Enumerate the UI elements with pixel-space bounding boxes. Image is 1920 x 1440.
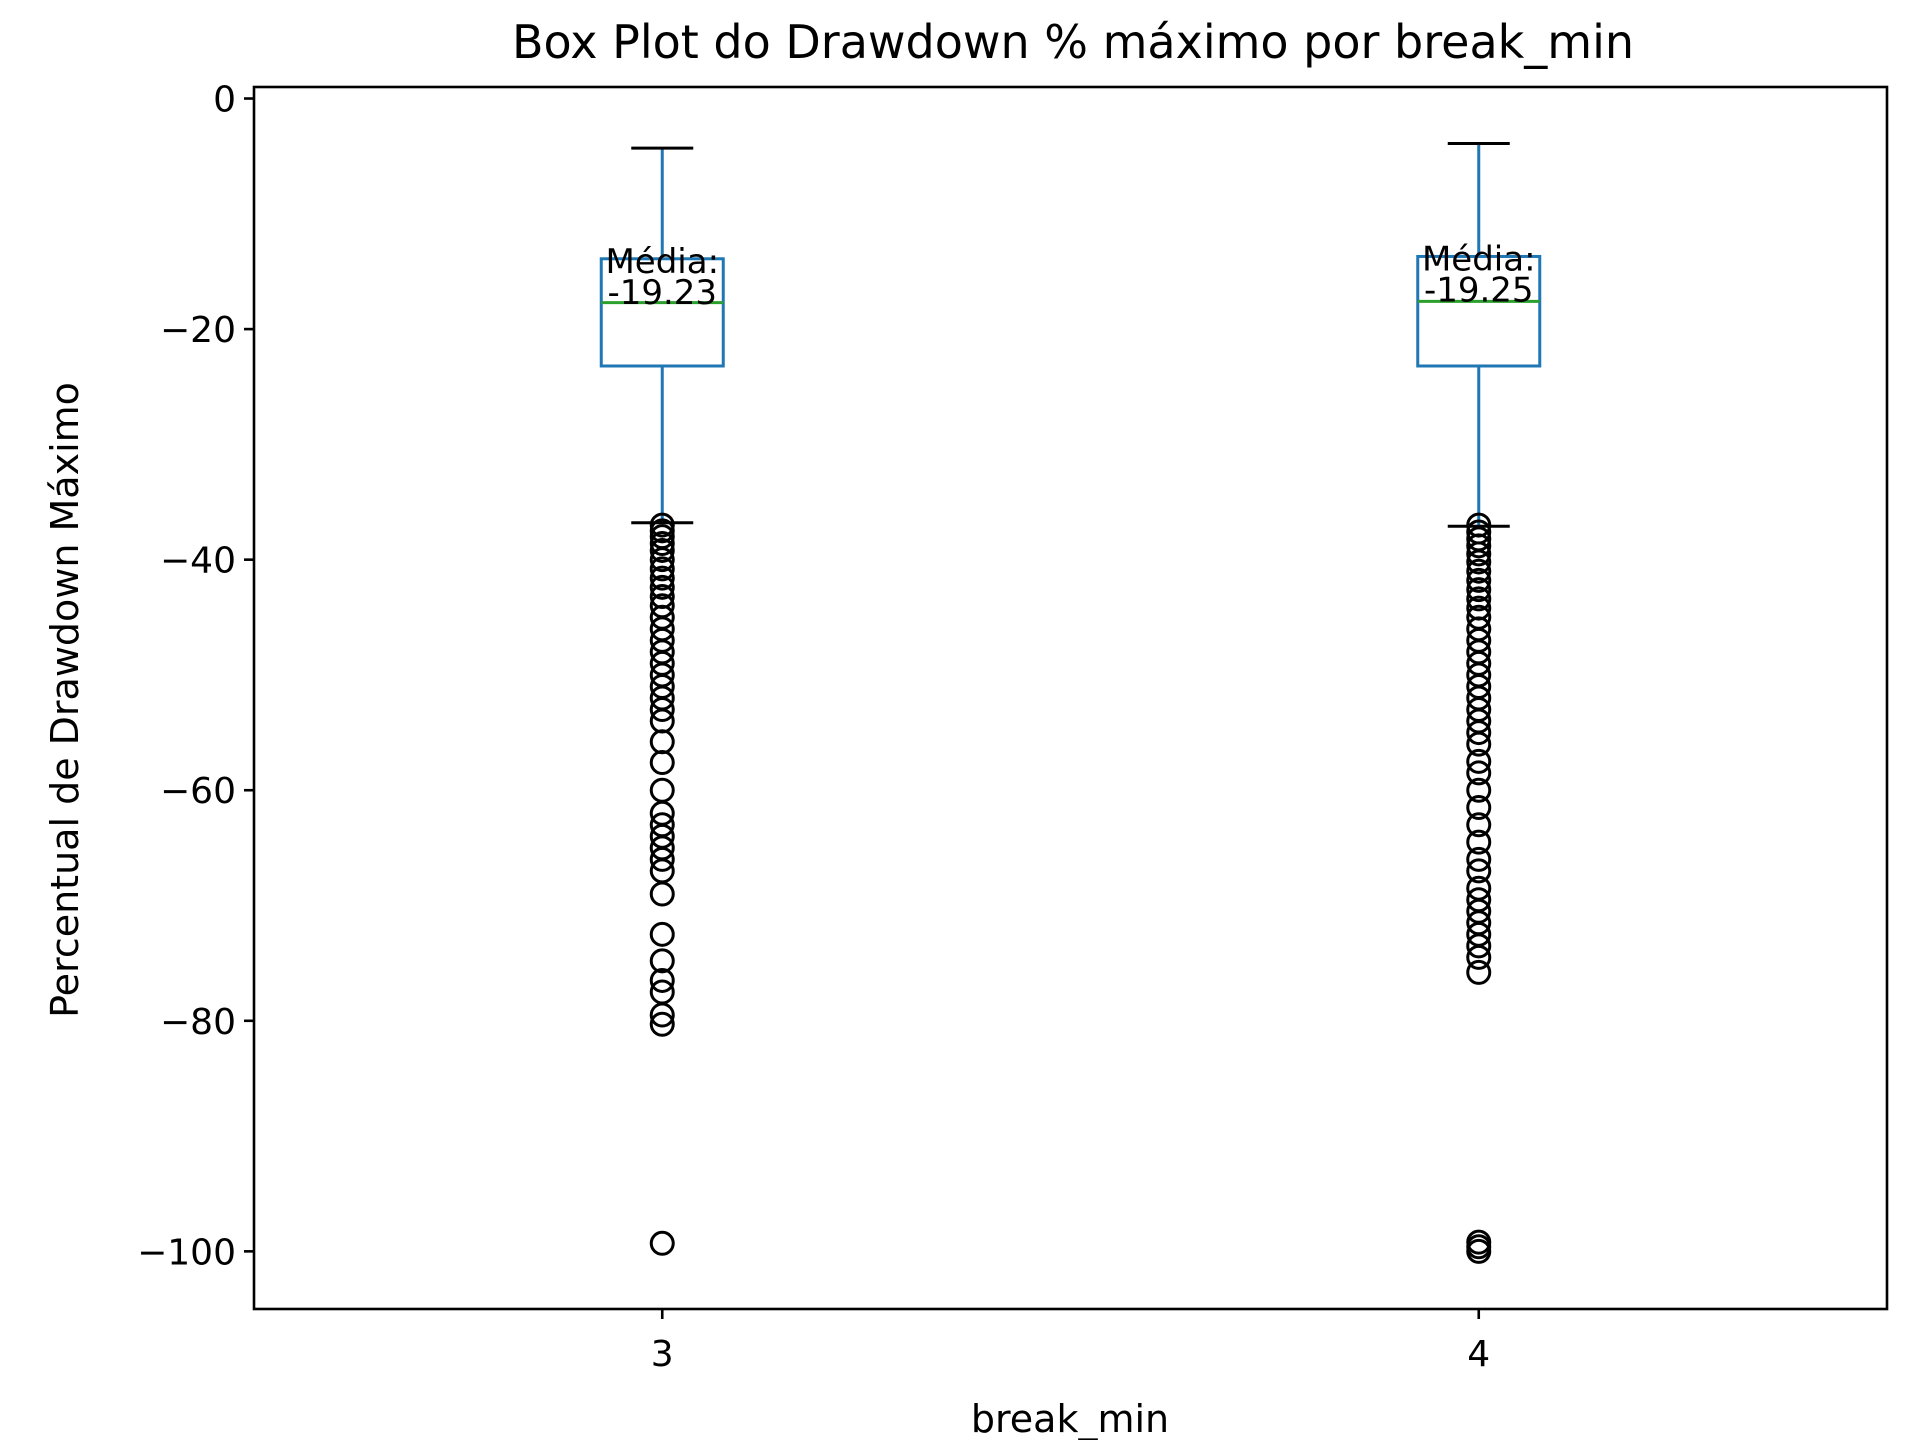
outlier-point bbox=[649, 750, 675, 776]
plot-frame bbox=[252, 85, 1889, 1311]
mean-label: Média: bbox=[605, 242, 719, 282]
outlier-point bbox=[649, 1230, 675, 1256]
outlier-point bbox=[649, 537, 675, 563]
outlier-point bbox=[1466, 549, 1492, 575]
outlier-point bbox=[1466, 777, 1492, 803]
outlier-point bbox=[649, 921, 675, 947]
mean-label: Média: bbox=[1422, 239, 1536, 279]
outlier-point bbox=[1466, 586, 1492, 612]
y-tick-label: −100 bbox=[137, 1232, 236, 1273]
x-tick-label: 3 bbox=[651, 1334, 674, 1375]
outlier-point bbox=[649, 846, 675, 872]
outlier-point bbox=[649, 948, 675, 974]
outlier-point bbox=[649, 777, 675, 803]
outlier-point bbox=[649, 547, 675, 573]
outlier-point bbox=[1466, 829, 1492, 855]
y-tick-label: −40 bbox=[160, 541, 236, 582]
mean-value: -19.25 bbox=[1424, 270, 1534, 310]
outlier-point bbox=[1466, 959, 1492, 985]
outlier-point bbox=[1466, 558, 1492, 584]
outlier-point bbox=[1466, 846, 1492, 872]
outlier-point bbox=[1466, 577, 1492, 603]
outlier-point bbox=[1466, 795, 1492, 821]
x-axis-label: break_min bbox=[971, 1397, 1169, 1440]
y-tick-label: 0 bbox=[213, 80, 236, 121]
outlier-point bbox=[649, 697, 675, 723]
outlier-point bbox=[1466, 858, 1492, 884]
outlier-point bbox=[1466, 541, 1492, 567]
outlier-point bbox=[1466, 720, 1492, 746]
outlier-point bbox=[1466, 933, 1492, 959]
outlier-point bbox=[1466, 760, 1492, 786]
outlier-point bbox=[649, 1002, 675, 1028]
outlier-point bbox=[649, 531, 675, 557]
outlier-point bbox=[1466, 731, 1492, 757]
outlier-point bbox=[1466, 567, 1492, 593]
mean-value: -19.23 bbox=[607, 273, 717, 313]
outlier-point bbox=[649, 881, 675, 907]
y-tick-label: −20 bbox=[160, 310, 236, 351]
x-tick-label: 4 bbox=[1467, 1334, 1490, 1375]
chart-title: Box Plot do Drawdown % máximo por break_… bbox=[512, 15, 1634, 69]
y-axis-label: Percentual de Drawdown Máximo bbox=[43, 382, 87, 1018]
outlier-point bbox=[1466, 533, 1492, 559]
iqr-box bbox=[1416, 254, 1542, 368]
outlier-point bbox=[1466, 944, 1492, 970]
outlier-point bbox=[649, 729, 675, 755]
outlier-point bbox=[649, 574, 675, 600]
axes: 0 −20 −40 −60 −80 −100 3 4 bbox=[137, 80, 1490, 1375]
iqr-box bbox=[599, 257, 725, 368]
outlier-point bbox=[649, 565, 675, 591]
y-tick-label: −80 bbox=[160, 1002, 236, 1043]
outlier-point bbox=[1466, 748, 1492, 774]
y-tick-label: −60 bbox=[160, 771, 236, 812]
outlier-point bbox=[649, 1011, 675, 1037]
outlier-point bbox=[649, 556, 675, 582]
outlier-point bbox=[1466, 812, 1492, 838]
outlier-point bbox=[1466, 1238, 1492, 1264]
outlier-point bbox=[649, 967, 675, 993]
